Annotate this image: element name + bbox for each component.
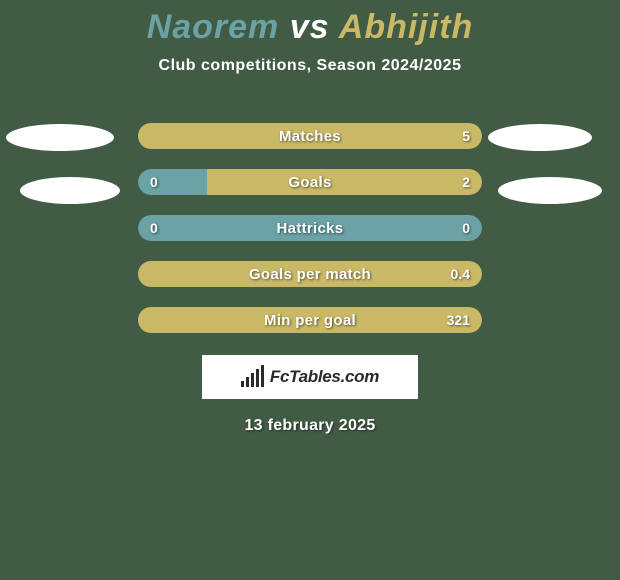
stat-value-left: 0 [150,215,158,241]
stat-label: Matches [138,123,482,149]
stat-value-right: 0 [462,215,470,241]
decorative-ellipse [6,124,114,151]
stat-row: Matches5 [138,123,482,149]
stats-block: Matches5Goals02Hattricks00Goals per matc… [0,123,620,333]
stat-label: Goals per match [138,261,482,287]
stat-value-right: 5 [462,123,470,149]
stat-value-right: 2 [462,169,470,195]
decorative-ellipse [498,177,602,204]
stat-value-left: 0 [150,169,158,195]
logo-bar [261,365,264,387]
stat-label: Min per goal [138,307,482,333]
stat-row: Min per goal321 [138,307,482,333]
fctables-logo[interactable]: FcTables.com [202,355,418,399]
stat-row: Goals per match0.4 [138,261,482,287]
stat-row: Hattricks0 0 [138,215,482,241]
subtitle: Club competitions, Season 2024/2025 [0,57,620,75]
logo-bar [251,373,254,387]
logo-text: FcTables.com [270,367,379,387]
decorative-ellipse [488,124,592,151]
comparison-title: Naorem vs Abhijith [0,0,620,47]
logo-bar [246,377,249,387]
bar-chart-icon [241,367,264,387]
stat-value-right: 0.4 [451,261,470,287]
logo-bar [256,369,259,387]
vs-word: vs [290,8,330,46]
player1-name: Naorem [147,8,280,46]
stat-row: Goals0 2 [138,169,482,195]
stat-label: Hattricks [138,215,482,241]
logo-bar [241,381,244,387]
decorative-ellipse [20,177,120,204]
player2-name: Abhijith [339,8,474,46]
date-line: 13 february 2025 [0,417,620,435]
stat-value-right: 321 [447,307,470,333]
stat-label: Goals [138,169,482,195]
